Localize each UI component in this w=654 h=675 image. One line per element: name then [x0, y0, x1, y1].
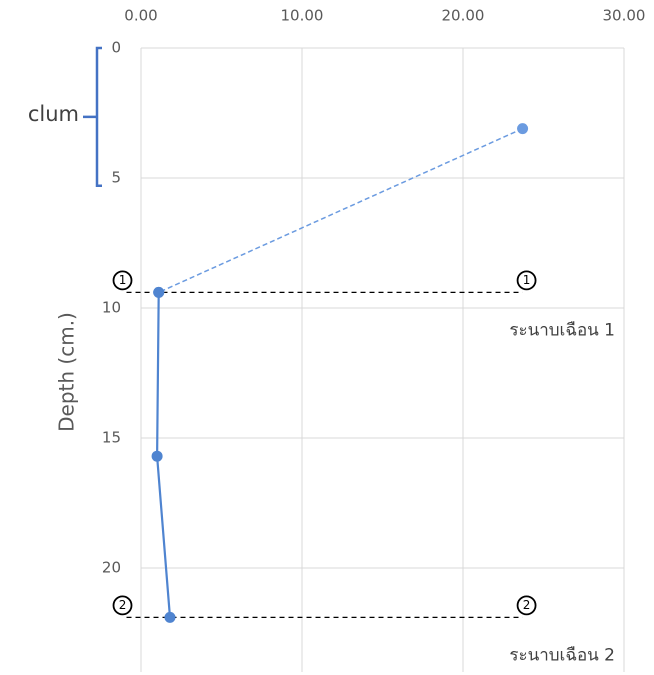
- data-point: [152, 451, 163, 462]
- x-tick-label: 10.00: [281, 7, 324, 25]
- x-tick-label: 20.00: [442, 7, 485, 25]
- y-tick-label: 15: [102, 429, 121, 447]
- reference-label: ระนาบเฉือน 1: [509, 320, 615, 340]
- y-tick-label: 20: [102, 559, 121, 577]
- x-tick-label: 30.00: [603, 7, 646, 25]
- data-point: [164, 612, 175, 623]
- bracket-label: clum: [28, 102, 79, 126]
- y-tick-label: 0: [111, 39, 121, 57]
- series-line: [159, 129, 523, 293]
- bracket: [83, 48, 102, 186]
- x-tick-label: 0.00: [124, 7, 157, 25]
- data-point: [517, 123, 528, 134]
- marker-label: 1: [523, 273, 531, 287]
- y-tick-label: 5: [111, 169, 121, 187]
- y-axis-label: Depth (cm.): [55, 312, 79, 432]
- reference-label: ระนาบเฉือน 2: [509, 645, 615, 665]
- y-tick-label: 10: [102, 299, 121, 317]
- chart: Depth (cm.) 0.00 10.00 20.00 30.00 0 5 10 15 20 c…: [0, 0, 654, 675]
- data-point: [153, 287, 164, 298]
- marker-label: 2: [523, 598, 531, 612]
- marker-label: 1: [119, 273, 127, 287]
- marker-label: 2: [119, 598, 127, 612]
